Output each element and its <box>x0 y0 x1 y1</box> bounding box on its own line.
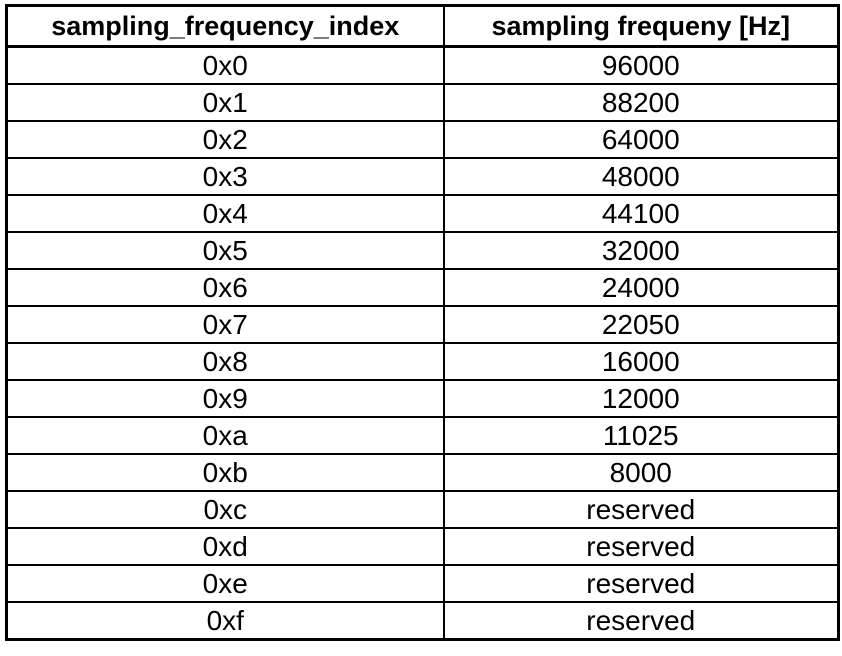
table-row: 0x1 88200 <box>5 83 840 122</box>
table-row: 0xf reserved <box>5 601 840 641</box>
index-cell: 0x1 <box>5 83 445 122</box>
index-cell: 0xc <box>5 490 445 529</box>
header-sampling-frequency-index: sampling_frequency_index <box>5 4 445 48</box>
index-cell: 0xe <box>5 564 445 603</box>
frequency-cell: 96000 <box>442 45 840 85</box>
frequency-cell: reserved <box>442 490 840 529</box>
frequency-cell: 32000 <box>442 231 840 270</box>
table-row: 0x3 48000 <box>5 157 840 196</box>
index-cell: 0x3 <box>5 157 445 196</box>
table-row: 0x8 16000 <box>5 342 840 381</box>
index-cell: 0x5 <box>5 231 445 270</box>
index-cell: 0x9 <box>5 379 445 418</box>
table-row: 0x9 12000 <box>5 379 840 418</box>
index-cell: 0x6 <box>5 268 445 307</box>
frequency-cell: 44100 <box>442 194 840 233</box>
table-row: 0x4 44100 <box>5 194 840 233</box>
index-cell: 0xd <box>5 527 445 566</box>
index-cell: 0x7 <box>5 305 445 344</box>
table-row: 0xb 8000 <box>5 453 840 492</box>
header-sampling-frequency-hz: sampling frequeny [Hz] <box>442 4 840 48</box>
table-row: 0x2 64000 <box>5 120 840 159</box>
table-header-row: sampling_frequency_index sampling freque… <box>5 4 840 48</box>
table-row: 0xa 11025 <box>5 416 840 455</box>
table-row: 0x7 22050 <box>5 305 840 344</box>
frequency-cell: 22050 <box>442 305 840 344</box>
frequency-cell: 16000 <box>442 342 840 381</box>
frequency-cell: reserved <box>442 564 840 603</box>
table-row: 0xe reserved <box>5 564 840 603</box>
frequency-cell: 48000 <box>442 157 840 196</box>
frequency-cell: 64000 <box>442 120 840 159</box>
table-row: 0x0 96000 <box>5 45 840 85</box>
frequency-cell: reserved <box>442 527 840 566</box>
sampling-frequency-table: sampling_frequency_index sampling freque… <box>5 4 840 641</box>
index-cell: 0xa <box>5 416 445 455</box>
frequency-cell: 11025 <box>442 416 840 455</box>
table-row: 0x6 24000 <box>5 268 840 307</box>
table-row: 0x5 32000 <box>5 231 840 270</box>
table-row: 0xc reserved <box>5 490 840 529</box>
frequency-cell: 88200 <box>442 83 840 122</box>
index-cell: 0x2 <box>5 120 445 159</box>
table-row: 0xd reserved <box>5 527 840 566</box>
index-cell: 0x0 <box>5 45 445 85</box>
index-cell: 0x4 <box>5 194 445 233</box>
frequency-cell: 24000 <box>442 268 840 307</box>
index-cell: 0xb <box>5 453 445 492</box>
frequency-cell: reserved <box>442 601 840 641</box>
frequency-cell: 8000 <box>442 453 840 492</box>
index-cell: 0x8 <box>5 342 445 381</box>
index-cell: 0xf <box>5 601 445 641</box>
frequency-cell: 12000 <box>442 379 840 418</box>
